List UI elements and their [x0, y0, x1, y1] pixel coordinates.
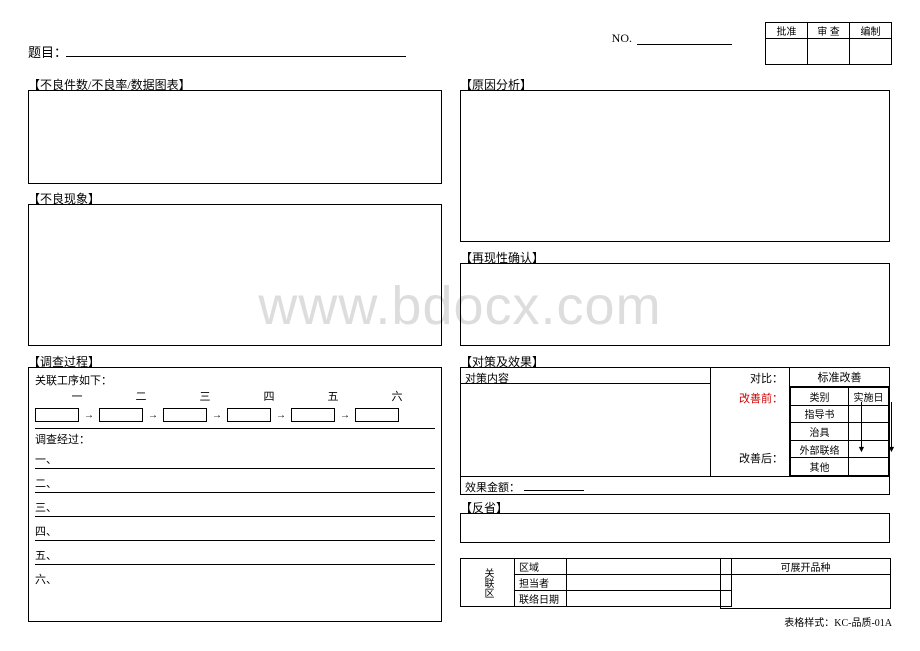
header-row: 题目： NO. 批准 审 查 编制 [28, 22, 892, 52]
cm-std-col: 标准改善 类别实施日 指导书 治具 外部联络 其他 [789, 368, 889, 476]
arrow-icon: → [84, 410, 94, 421]
approval-col-2: 审 查 [808, 23, 850, 39]
cm-left-col: 对策内容 [461, 368, 711, 476]
inv-line-2[interactable]: 二、 [35, 471, 435, 491]
flow-box-6[interactable] [355, 408, 399, 422]
box-countermeasure: 对策内容 对比： 改善前： 改善后： ▼ ▼ 标准改善 类别实施日 指导书 治具… [460, 367, 890, 495]
cm-content-area[interactable] [461, 384, 711, 476]
std-row-2: 治具 [791, 423, 849, 441]
approval-sig-1[interactable] [766, 39, 808, 65]
expand-value[interactable] [721, 575, 891, 609]
approval-col-1: 批准 [766, 23, 808, 39]
inv-num-1: 一、 [35, 451, 57, 467]
inv-line-3[interactable]: 三、 [35, 495, 435, 515]
arrow-icon: → [212, 410, 222, 421]
flow-box-5[interactable] [291, 408, 335, 422]
std-cell-2[interactable] [849, 423, 889, 441]
inv-line-4[interactable]: 四、 [35, 519, 435, 539]
row-date-label: 联络日期 [515, 591, 567, 607]
arrow-down-icon [861, 402, 862, 448]
effect-amount-label: 效果金额： [465, 479, 520, 490]
inv-num-2: 二、 [35, 475, 57, 491]
box-reflection[interactable] [460, 513, 890, 543]
cm-compare-col: 对比： 改善前： 改善后： ▼ ▼ [711, 368, 789, 476]
box-reproduce[interactable] [460, 263, 890, 346]
box-cause[interactable] [460, 90, 890, 242]
row-area-label: 区域 [515, 559, 567, 575]
row-person-label: 担当者 [515, 575, 567, 591]
std-cell-3[interactable] [849, 440, 889, 458]
std-cell-1[interactable] [849, 405, 889, 423]
after-label: 改善后： [739, 450, 783, 466]
approval-sig-2[interactable] [808, 39, 850, 65]
flowchart: → → → → → [35, 408, 435, 422]
no-label: NO. [612, 31, 632, 46]
form-id: 表格样式：KC-品质-01A [784, 614, 892, 629]
inv-num-4: 四、 [35, 523, 57, 539]
std-cell-4[interactable] [849, 458, 889, 476]
inv-line-1[interactable]: 一、 [35, 447, 435, 467]
title-input-line[interactable] [66, 56, 406, 57]
flow-box-2[interactable] [99, 408, 143, 422]
inv-num-6: 六、 [35, 571, 57, 587]
flow-box-1[interactable] [35, 408, 79, 422]
inv-num-3: 三、 [35, 499, 57, 515]
before-label: 改善前： [739, 390, 783, 406]
cm-content-label: 对策内容 [461, 368, 711, 384]
std-row-4: 其他 [791, 458, 849, 476]
arrow-icon: → [276, 410, 286, 421]
arrow-icon: → [148, 410, 158, 421]
arrowhead-icon: ▼ [857, 444, 866, 454]
row-area-value[interactable] [567, 559, 732, 575]
no-input-line[interactable] [637, 44, 732, 45]
approval-sig-3[interactable] [850, 39, 892, 65]
flow-step-labels: 一 二 三 四 五 六 [45, 388, 435, 404]
row-date-value[interactable] [567, 591, 732, 607]
effect-amount-row: 效果金额： [461, 476, 889, 492]
investigation-history-label: 调查经过： [35, 431, 435, 447]
std-row-1: 指导书 [791, 405, 849, 423]
flow-label-4: 四 [237, 388, 301, 404]
related-vhead: 关联区 [461, 559, 515, 607]
arrowhead-icon: ▼ [887, 444, 896, 454]
box-defect-data[interactable] [28, 90, 442, 184]
row-person-value[interactable] [567, 575, 732, 591]
related-area-table: 关联区 区域 担当者 联络日期 [460, 558, 732, 607]
std-improve-table: 类别实施日 指导书 治具 外部联络 其他 [789, 387, 889, 476]
inv-line-5[interactable]: 五、 [35, 543, 435, 563]
arrow-icon: → [340, 410, 350, 421]
arrow-down-icon [891, 402, 892, 448]
expandable-variety-table: 可展开品种 [720, 558, 891, 609]
std-row-3: 外部联络 [791, 440, 849, 458]
assoc-process-label: 关联工序如下： [35, 372, 435, 388]
inv-line-6[interactable]: 六、 [35, 567, 435, 587]
flow-box-3[interactable] [163, 408, 207, 422]
expand-header: 可展开品种 [721, 559, 891, 575]
flow-label-5: 五 [301, 388, 365, 404]
std-col-date: 实施日 [849, 388, 889, 406]
approval-table: 批准 审 查 编制 [765, 22, 892, 65]
title-label: 题目： [28, 42, 67, 61]
std-col-type: 类别 [791, 388, 849, 406]
effect-amount-input[interactable] [524, 479, 584, 491]
flow-label-1: 一 [45, 388, 109, 404]
flow-box-4[interactable] [227, 408, 271, 422]
flow-label-2: 二 [109, 388, 173, 404]
box-investigation: 关联工序如下： 一 二 三 四 五 六 → → → → → 调查经过： 一、 二… [28, 367, 442, 622]
compare-label: 对比： [750, 370, 783, 386]
flow-label-3: 三 [173, 388, 237, 404]
inv-num-5: 五、 [35, 547, 57, 563]
approval-col-3: 编制 [850, 23, 892, 39]
std-improve-header: 标准改善 [789, 368, 889, 387]
box-defect-phenomenon[interactable] [28, 204, 442, 346]
flow-label-6: 六 [365, 388, 429, 404]
